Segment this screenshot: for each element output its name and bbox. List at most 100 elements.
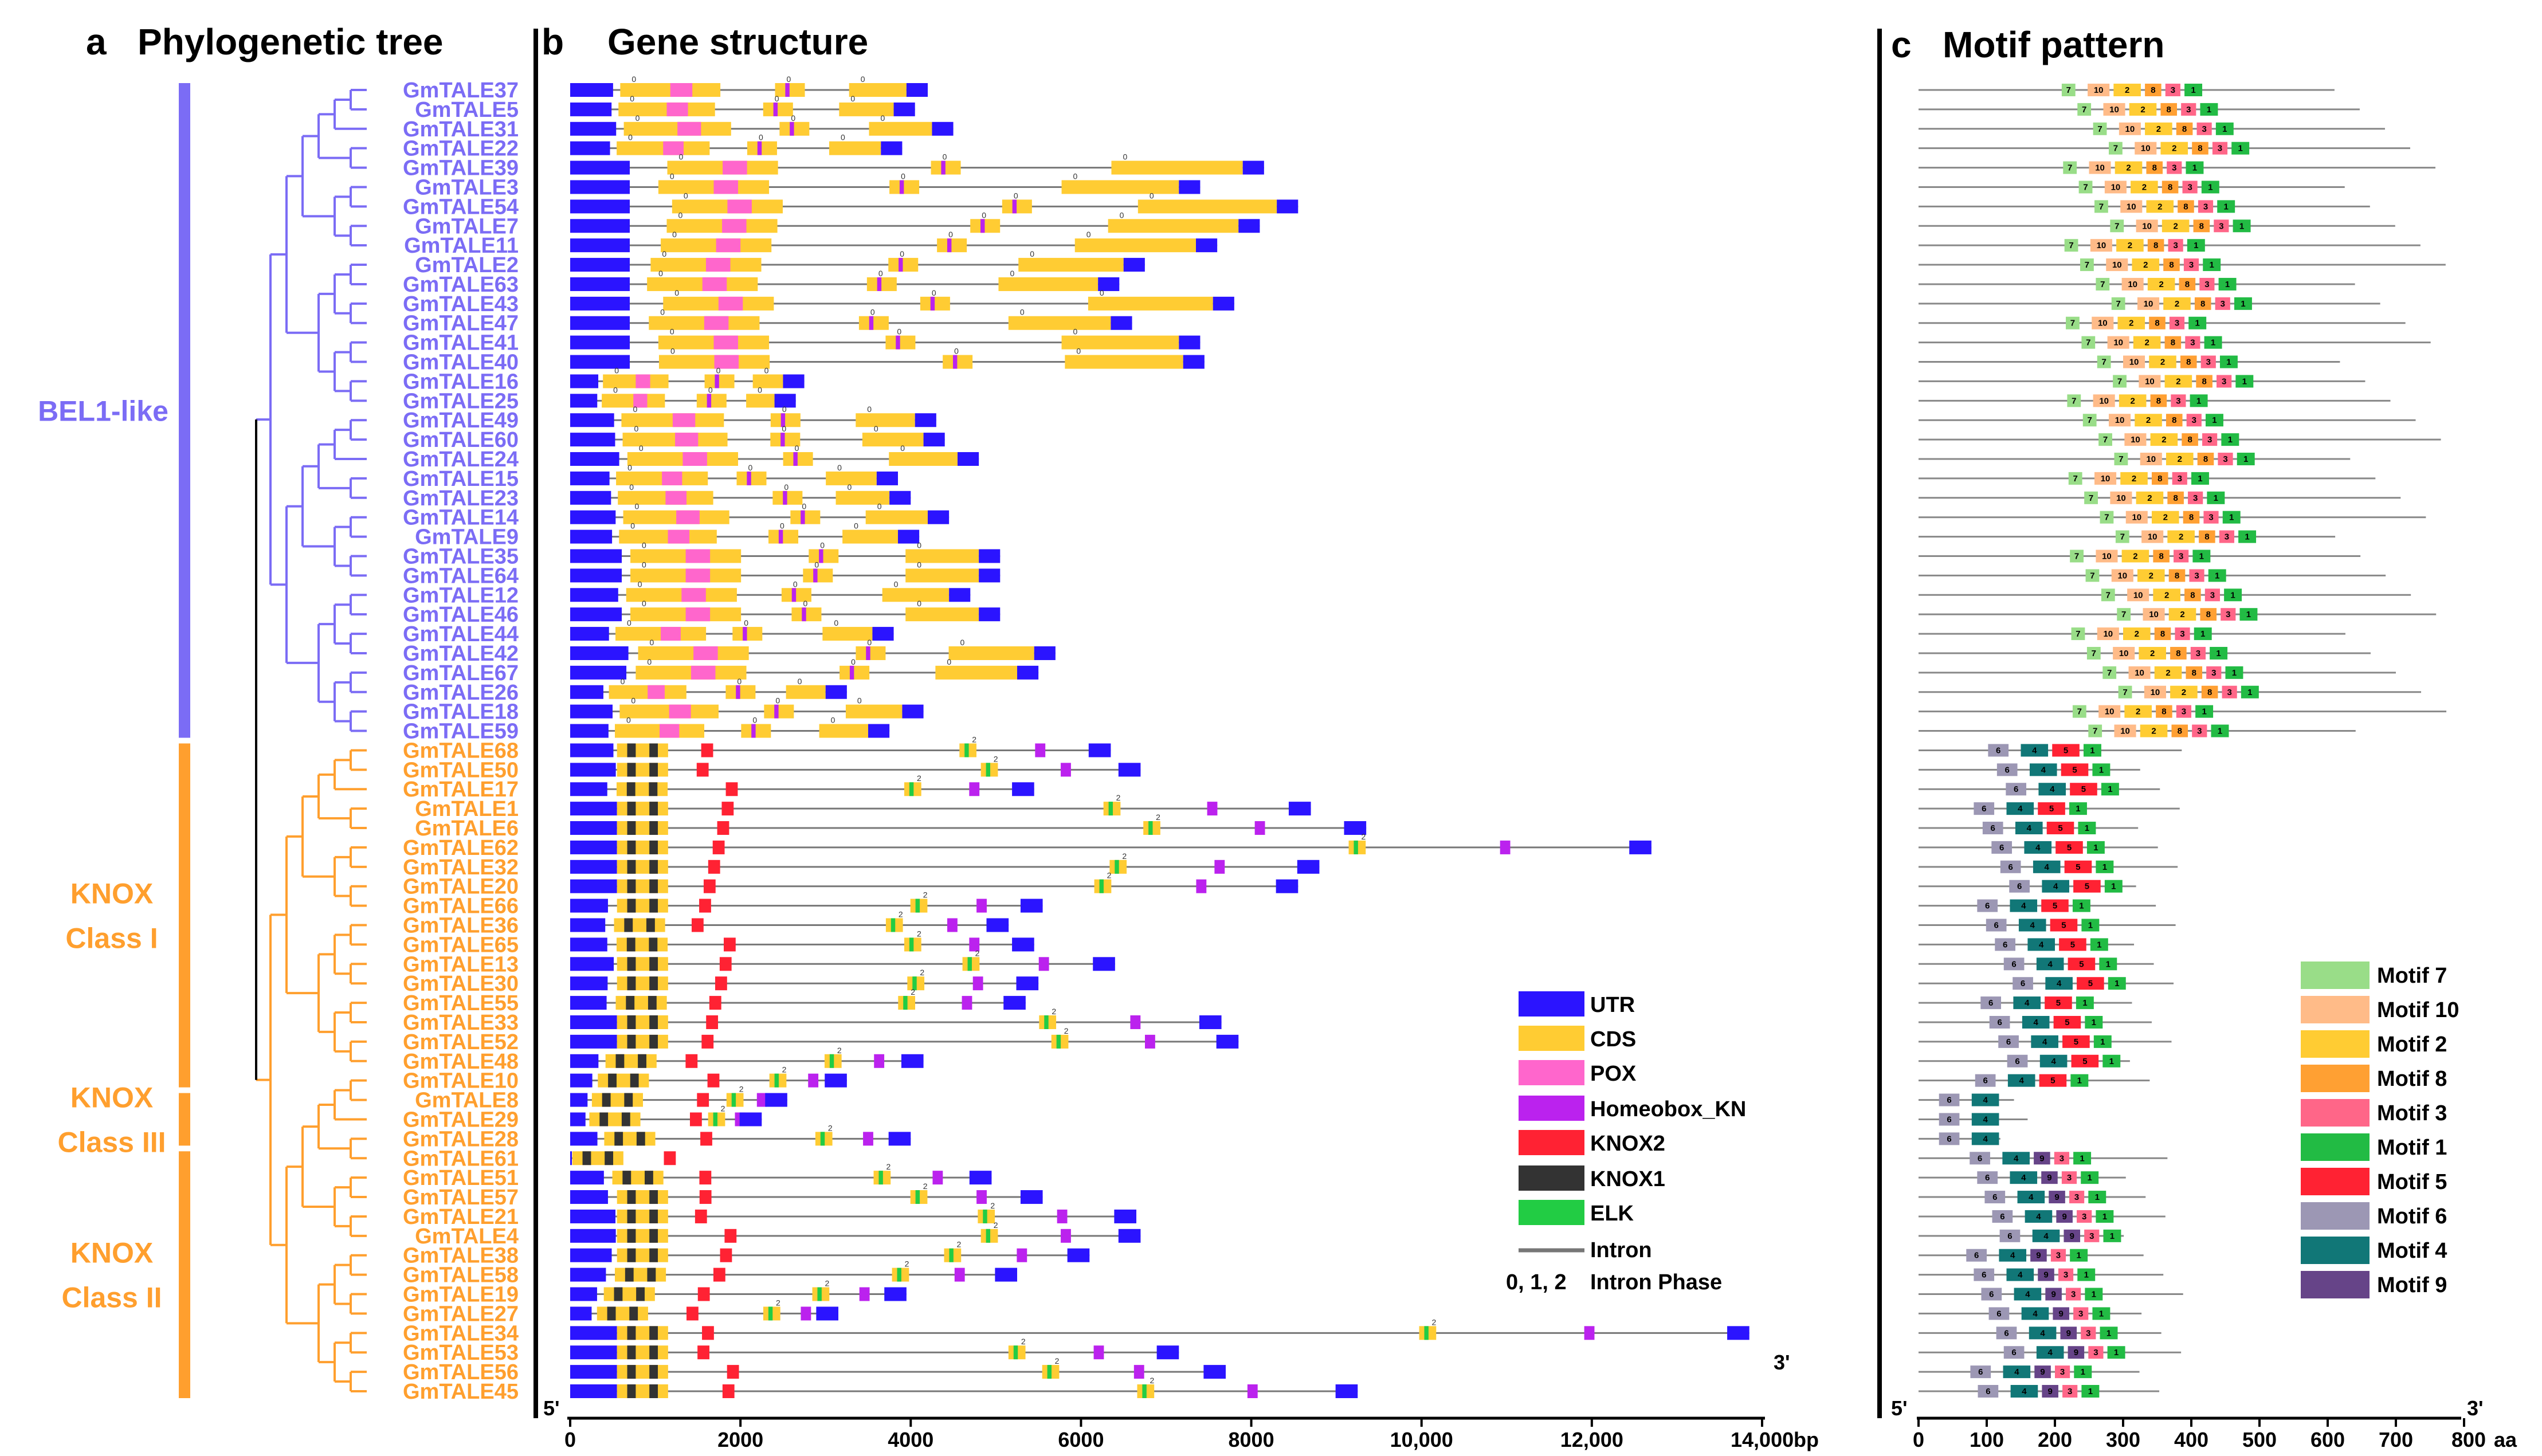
gene-label-gmtale14: GmTALE14: [403, 506, 519, 530]
structure-gmtale22: 0 0 0: [570, 133, 903, 155]
gene-label-gmtale31: GmTALE31: [403, 117, 519, 142]
structure-gmtale19: 2: [570, 1279, 907, 1301]
svg-text:5: 5: [2074, 1037, 2078, 1047]
gene-label-gmtale38: GmTALE38: [403, 1244, 519, 1268]
svg-text:1: 1: [2218, 727, 2222, 736]
svg-text:3: 3: [2180, 629, 2184, 639]
svg-text:6: 6: [2007, 1231, 2012, 1241]
gene-label-gmtale50: GmTALE50: [403, 758, 519, 782]
gene-label-gmtale12: GmTALE12: [403, 583, 519, 607]
svg-text:1: 1: [2102, 862, 2107, 872]
svg-text:0: 0: [798, 677, 802, 686]
motif-gmtale3: 7 10 2 8 3 1: [1919, 180, 2345, 194]
svg-text:6: 6: [1989, 1290, 1994, 1300]
svg-text:1: 1: [2102, 1212, 2107, 1222]
svg-text:1: 1: [2100, 1037, 2105, 1047]
svg-text:6: 6: [1988, 998, 1993, 1008]
svg-text:3: 3: [2089, 1231, 2094, 1241]
clade-label-knox3-1: Class III: [58, 1126, 166, 1158]
svg-text:4: 4: [1983, 1114, 1988, 1124]
svg-text:6: 6: [2004, 1328, 2009, 1338]
structure-gmtale60: 0 0 0: [570, 424, 945, 447]
svg-text:CDS: CDS: [1590, 1027, 1636, 1051]
svg-text:5: 5: [2082, 1057, 2087, 1066]
gene-label-gmtale21: GmTALE21: [403, 1205, 519, 1229]
svg-text:0: 0: [802, 502, 806, 511]
motif-gmtale27: 6 4 9 3 1: [1919, 1307, 2142, 1320]
motif-gmtale49: 7 10 2 8 3 1: [1919, 414, 2416, 427]
axis-c-tick-label: 500: [2242, 1428, 2277, 1451]
gene-label-gmtale62: GmTALE62: [403, 836, 519, 860]
svg-text:4: 4: [1983, 1096, 1988, 1105]
svg-text:1: 1: [2084, 1270, 2089, 1280]
svg-text:2: 2: [721, 1104, 725, 1113]
axis-c-tick-label: 700: [2379, 1428, 2413, 1451]
svg-text:7: 7: [2123, 688, 2127, 697]
motif-gmtale59: 7 10 2 8 3 1: [1919, 724, 2356, 737]
svg-text:4: 4: [2018, 804, 2023, 814]
gene-label-gmtale18: GmTALE18: [403, 700, 519, 724]
structure-gmtale36: 2: [570, 910, 1009, 932]
gene-label-gmtale40: GmTALE40: [403, 351, 519, 375]
svg-text:2: 2: [957, 1240, 962, 1249]
svg-text:0: 0: [820, 540, 825, 550]
svg-text:0: 0: [917, 540, 921, 550]
gene-label-gmtale23: GmTALE23: [403, 486, 519, 511]
gene-label-gmtale60: GmTALE60: [403, 428, 519, 452]
structure-gmtale65: 2: [570, 929, 1034, 952]
svg-text:0: 0: [1100, 288, 1104, 297]
svg-text:3: 3: [2060, 1153, 2064, 1163]
svg-text:10: 10: [2127, 202, 2136, 211]
axis-c-tick-label: 300: [2106, 1428, 2140, 1451]
panel-c-title: Motif pattern: [1943, 24, 2165, 65]
svg-text:0: 0: [670, 347, 675, 356]
svg-text:Homeobox_KN: Homeobox_KN: [1590, 1097, 1746, 1121]
clade-bar-knox1: [179, 743, 190, 1088]
svg-text:1: 1: [2106, 1328, 2111, 1338]
svg-text:2: 2: [2146, 415, 2151, 425]
gene-label-gmtale39: GmTALE39: [403, 156, 519, 180]
svg-text:1: 1: [2199, 551, 2204, 561]
svg-text:0: 0: [780, 521, 784, 531]
svg-text:9: 9: [2074, 1348, 2078, 1357]
legend-intron-phase: 0, 1, 2 Intron Phase: [1506, 1270, 1722, 1294]
svg-text:5: 5: [2067, 843, 2072, 853]
structure-gmtale42: 0 0 0: [570, 638, 1056, 660]
svg-text:4: 4: [2035, 843, 2041, 853]
gene-label-gmtale20: GmTALE20: [403, 875, 519, 899]
svg-text:10: 10: [2101, 474, 2111, 484]
svg-text:0: 0: [867, 405, 872, 414]
svg-text:2: 2: [2150, 649, 2155, 658]
gene-label-gmtale2: GmTALE2: [415, 253, 519, 277]
svg-text:6: 6: [2011, 1348, 2016, 1357]
svg-text:7: 7: [2093, 727, 2097, 736]
axis-b-three-prime: 3': [1774, 1351, 1790, 1374]
structure-gmtale59: 0 0 0: [570, 716, 890, 738]
svg-text:10: 10: [2133, 590, 2143, 600]
svg-text:0, 1, 2: 0, 1, 2: [1506, 1270, 1567, 1294]
axis-c-tick-label: 600: [2310, 1428, 2345, 1451]
svg-text:5: 5: [2049, 804, 2054, 814]
svg-text:0: 0: [841, 133, 845, 142]
gene-label-gmtale61: GmTALE61: [403, 1147, 519, 1171]
svg-text:1: 1: [2082, 998, 2087, 1008]
motif-gmtale52: 6 4 5 1: [1919, 1035, 2172, 1048]
motif-gmtale65: 6 4 5 1: [1919, 938, 2135, 951]
legend-motif-3: Motif 3: [2301, 1099, 2447, 1127]
motif-gmtale9: 7 10 2 8 3 1: [1919, 530, 2336, 543]
svg-text:1: 1: [2110, 1231, 2115, 1241]
structure-gmtale20: 2: [570, 871, 1299, 893]
svg-text:4: 4: [2050, 784, 2055, 794]
svg-text:4: 4: [2051, 1057, 2056, 1066]
svg-text:3: 3: [2197, 727, 2202, 736]
axis-b-last-tick: 14,000: [1731, 1428, 1794, 1451]
svg-text:2: 2: [1055, 1356, 1060, 1365]
svg-text:3: 3: [2176, 396, 2180, 406]
svg-text:2: 2: [972, 735, 976, 744]
clade-bar-knox3: [179, 1093, 190, 1146]
svg-text:4: 4: [2029, 1192, 2034, 1202]
clade-label-knox1-0: KNOX: [70, 878, 153, 910]
svg-text:3: 3: [2227, 688, 2231, 697]
svg-text:3: 3: [2208, 513, 2213, 523]
svg-text:10: 10: [2129, 358, 2139, 367]
